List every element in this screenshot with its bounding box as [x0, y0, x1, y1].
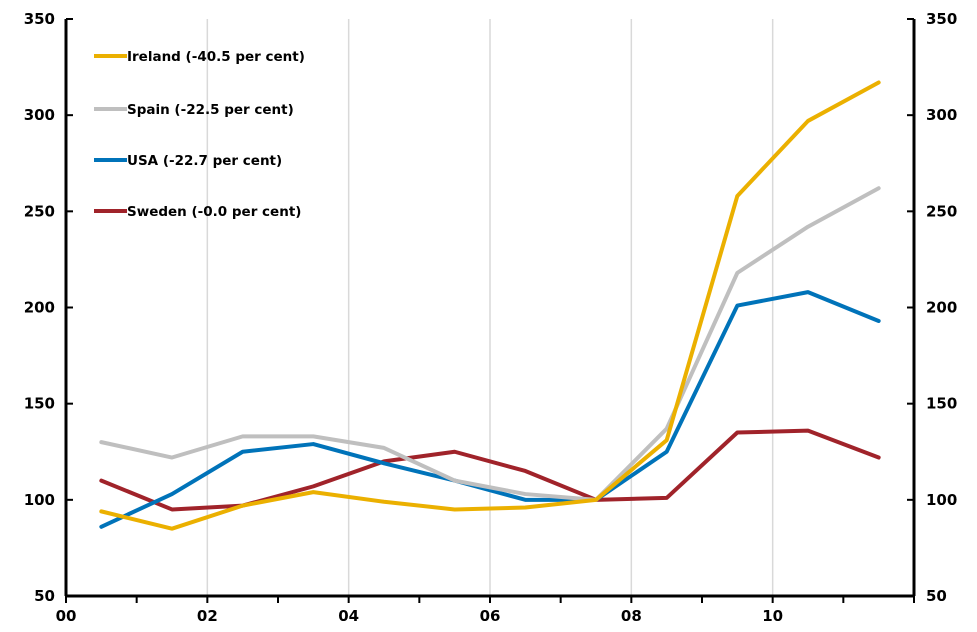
y-tick-label-right: 100	[926, 491, 957, 509]
y-tick-label-right: 150	[926, 395, 957, 413]
y-tick-label-left: 350	[24, 10, 55, 28]
y-tick-label-right: 350	[926, 10, 957, 28]
y-tick-label-right: 300	[926, 106, 957, 124]
y-tick-label-left: 300	[24, 106, 55, 124]
series-line	[99, 428, 881, 512]
y-tick-label-left: 50	[34, 587, 55, 605]
series-line	[99, 290, 881, 529]
legend-label: Ireland (-40.5 per cent)	[127, 49, 305, 65]
y-tick-label-left: 200	[24, 299, 55, 317]
y-tick-label-left: 250	[24, 202, 55, 220]
y-tick-label-left: 150	[24, 395, 55, 413]
axes: 50 50 100 100 150 150 200 200 250 250 300 300 350 350…	[24, 10, 958, 625]
series-line	[99, 186, 881, 502]
legend-label: USA (-22.7 per cent)	[127, 153, 282, 169]
legend-label: Spain (-22.5 per cent)	[127, 102, 294, 118]
x-tick-label: 10	[762, 607, 783, 625]
series-lines	[99, 80, 881, 531]
x-tick-label: 04	[338, 607, 359, 625]
x-tick-label: 06	[480, 607, 501, 625]
y-tick-label-left: 100	[24, 491, 55, 509]
y-tick-label-right: 50	[926, 587, 947, 605]
x-tick-label: 00	[56, 607, 77, 625]
y-tick-label-right: 200	[926, 299, 957, 317]
legend: Ireland (-40.5 per cent) Spain (-22.5 per…	[94, 49, 305, 220]
x-tick-label: 08	[621, 607, 642, 625]
x-tick-label: 02	[197, 607, 218, 625]
legend-label: Sweden (-0.0 per cent)	[127, 204, 301, 220]
y-tick-label-right: 250	[926, 202, 957, 220]
series-line	[99, 80, 881, 531]
